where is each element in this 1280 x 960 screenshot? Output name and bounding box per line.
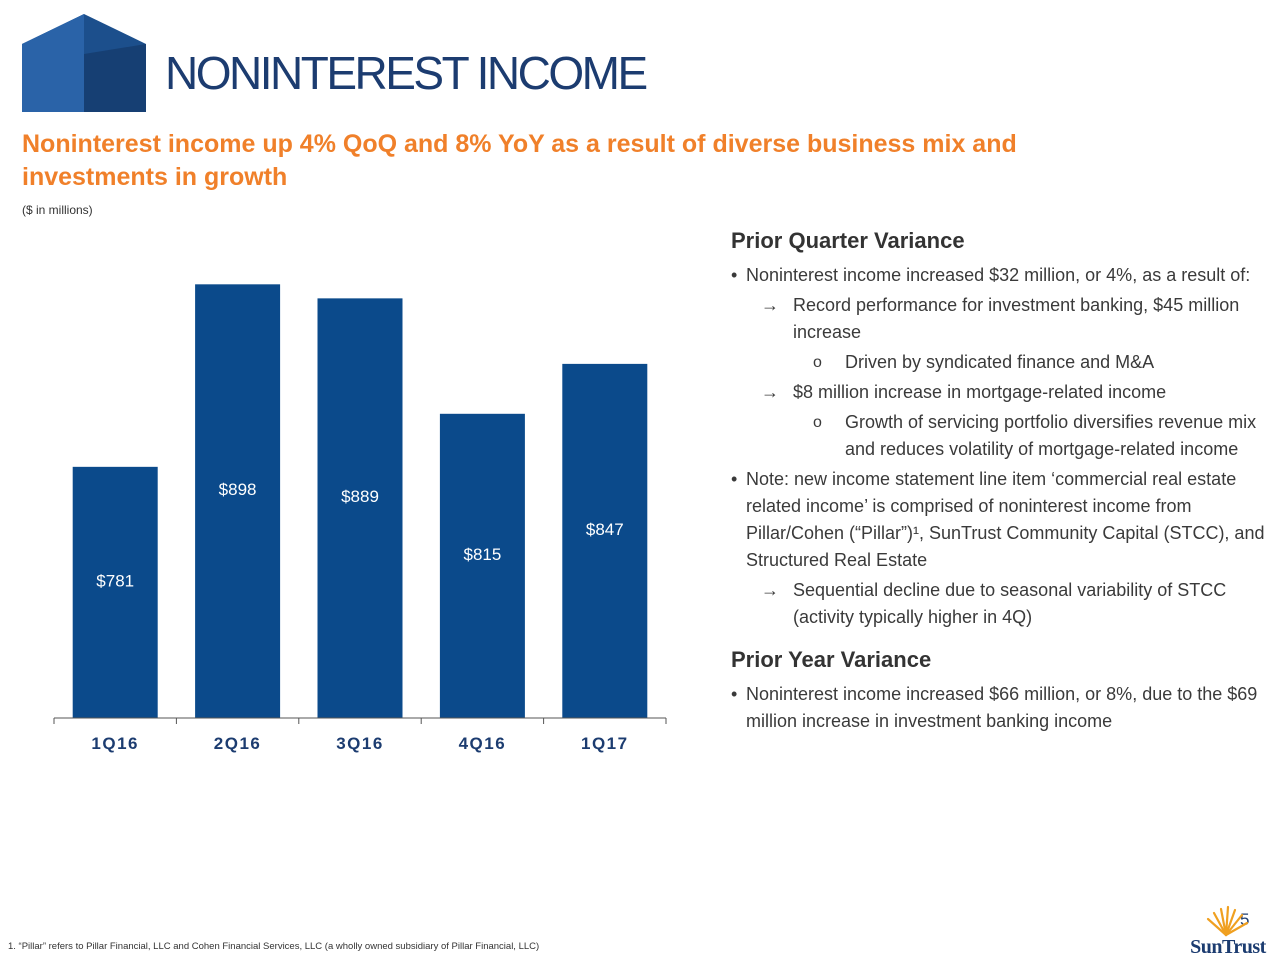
circle-bullet-icon: o	[813, 414, 822, 431]
corner-logo-icon	[22, 14, 146, 112]
prior-quarter-list: • Noninterest income increased $32 millio…	[731, 262, 1271, 631]
bullet-text: Noninterest income increased $66 million…	[746, 684, 1258, 731]
footnote: 1. “Pillar” refers to Pillar Financial, …	[8, 941, 540, 952]
circle-bullet-icon: o	[813, 354, 822, 371]
bar-2Q16	[195, 284, 281, 718]
bullet-item: o Growth of servicing portfolio diversifi…	[731, 409, 1271, 463]
bullet-item: → Record performance for investment banki…	[731, 292, 1271, 346]
bullet-text: Noninterest income increased $32 million…	[746, 265, 1251, 285]
arrow-bullet-icon: →	[761, 580, 779, 600]
dot-bullet-icon: •	[731, 265, 738, 285]
bullet-text: $8 million increase in mortgage-related …	[793, 382, 1167, 402]
prior-year-heading: Prior Year Variance	[731, 647, 932, 672]
bullet-text: Sequential decline due to seasonal varia…	[793, 580, 1227, 627]
dot-bullet-icon: •	[731, 684, 738, 704]
bullet-text: Record performance for investment bankin…	[793, 295, 1240, 342]
bar-value-label: $781	[96, 571, 134, 590]
bullet-text: Note: new income statement line item ‘co…	[746, 469, 1265, 570]
x-tick-label: 3Q16	[336, 734, 384, 753]
dot-bullet-icon: •	[731, 469, 738, 489]
commentary-panel: Prior Quarter Variance • Noninterest inco…	[731, 228, 1271, 738]
x-tick-label: 2Q16	[214, 734, 262, 753]
bullet-item: o Driven by syndicated finance and M&A	[731, 349, 1271, 376]
units-note: ($ in millions)	[22, 203, 93, 217]
bar-4Q16	[439, 413, 525, 718]
page-number: 5	[1240, 910, 1250, 929]
x-tick-label: 1Q16	[91, 734, 139, 753]
prior-quarter-heading: Prior Quarter Variance	[731, 228, 965, 253]
bullet-item: • Noninterest income increased $32 millio…	[731, 262, 1271, 289]
bullet-item: • Noninterest income increased $66 millio…	[731, 681, 1271, 735]
bullet-text: Driven by syndicated finance and M&A	[845, 352, 1155, 372]
bar-value-label: $847	[586, 520, 624, 539]
noninterest-income-bar-chart: $781 $898 $889 $815 $847 1Q16 2Q16 3Q16 4Q16 1Q17	[53, 284, 667, 753]
bar-value-label: $815	[463, 545, 501, 564]
prior-year-list: • Noninterest income increased $66 millio…	[731, 681, 1271, 735]
sun-rays-icon	[1206, 905, 1249, 937]
brand-name: SunTrust	[1190, 936, 1266, 958]
bar-1Q17	[562, 363, 648, 718]
suntrust-logo: SunTrust	[1178, 905, 1278, 959]
bullet-item: → $8 million increase in mortgage-related…	[731, 379, 1271, 406]
page-subtitle: Noninterest income up 4% QoQ and 8% YoY …	[22, 130, 1017, 191]
bar-value-label: $889	[341, 487, 379, 506]
bar-value-label: $898	[219, 480, 257, 499]
page-title: NONINTEREST INCOME	[165, 47, 648, 99]
arrow-bullet-icon: →	[761, 295, 779, 315]
bar-3Q16	[317, 298, 403, 718]
bullet-item: → Sequential decline due to seasonal vari…	[731, 577, 1271, 631]
bullet-text: Growth of servicing portfolio diversifie…	[845, 412, 1257, 459]
x-tick-label: 4Q16	[459, 734, 507, 753]
bar-1Q16	[72, 466, 158, 718]
bullet-item: • Note: new income statement line item ‘c…	[731, 466, 1271, 574]
arrow-bullet-icon: →	[761, 382, 779, 402]
x-tick-label: 1Q17	[581, 734, 629, 753]
